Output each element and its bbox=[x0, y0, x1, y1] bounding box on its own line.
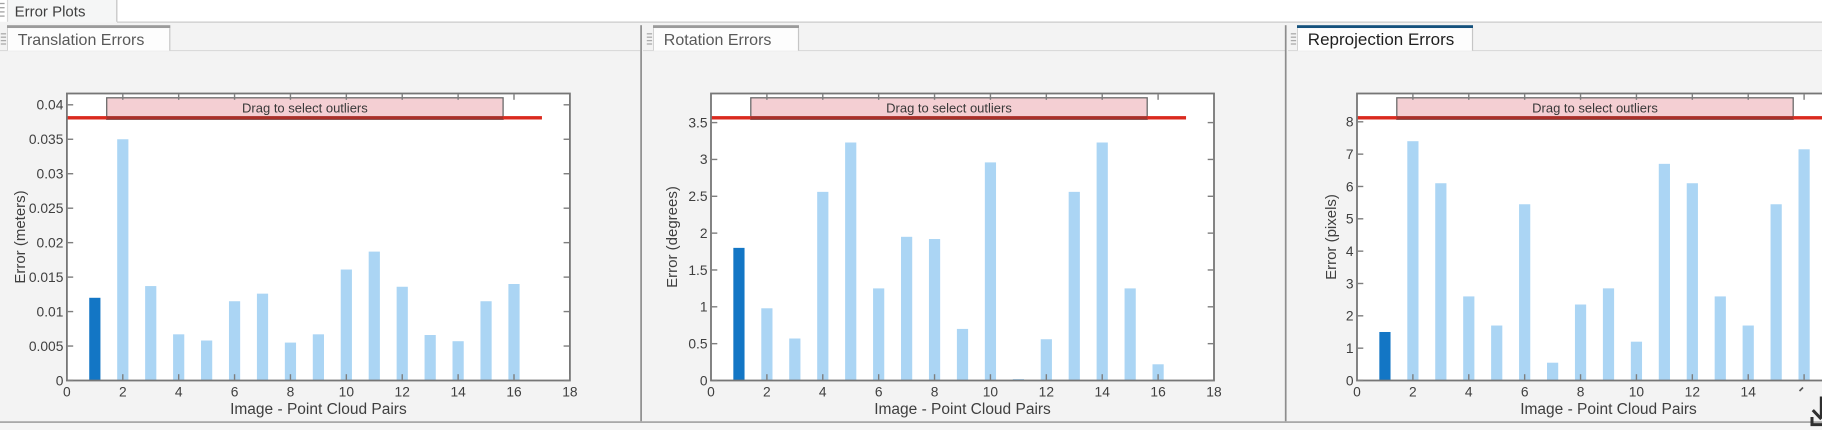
svg-text:0.025: 0.025 bbox=[29, 201, 64, 216]
svg-text:4: 4 bbox=[819, 385, 827, 400]
svg-text:Drag to select outliers: Drag to select outliers bbox=[242, 101, 368, 116]
svg-text:0: 0 bbox=[1353, 385, 1361, 400]
svg-text:12: 12 bbox=[1685, 385, 1700, 400]
svg-text:0.03: 0.03 bbox=[37, 167, 64, 182]
svg-text:Image - Point Cloud Pairs: Image - Point Cloud Pairs bbox=[230, 401, 407, 418]
svg-text:8: 8 bbox=[931, 385, 939, 400]
svg-text:10: 10 bbox=[983, 385, 999, 400]
svg-text:Reprojection Errors: Reprojection Errors bbox=[1308, 30, 1454, 49]
svg-text:0.005: 0.005 bbox=[29, 339, 64, 354]
svg-text:2: 2 bbox=[700, 226, 708, 241]
svg-text:7: 7 bbox=[1346, 147, 1354, 162]
svg-text:3.5: 3.5 bbox=[688, 115, 708, 130]
svg-text:3: 3 bbox=[1346, 276, 1354, 291]
svg-text:0.035: 0.035 bbox=[29, 132, 64, 147]
svg-text:0: 0 bbox=[700, 373, 708, 388]
svg-text:0.5: 0.5 bbox=[688, 336, 708, 351]
svg-text:4: 4 bbox=[175, 385, 183, 400]
svg-text:6: 6 bbox=[231, 385, 239, 400]
svg-text:2.5: 2.5 bbox=[688, 189, 708, 204]
svg-text:10: 10 bbox=[1629, 385, 1645, 400]
svg-text:6: 6 bbox=[875, 385, 883, 400]
svg-text:8: 8 bbox=[1577, 385, 1585, 400]
svg-text:6: 6 bbox=[1521, 385, 1529, 400]
svg-text:2: 2 bbox=[1409, 385, 1417, 400]
svg-text:Drag to select outliers: Drag to select outliers bbox=[886, 101, 1012, 116]
svg-text:10: 10 bbox=[339, 385, 355, 400]
svg-text:2: 2 bbox=[763, 385, 771, 400]
svg-text:Error Plots: Error Plots bbox=[15, 3, 86, 20]
svg-text:Image - Point Cloud Pairs: Image - Point Cloud Pairs bbox=[874, 401, 1051, 418]
svg-text:8: 8 bbox=[287, 385, 295, 400]
svg-text:2: 2 bbox=[119, 385, 127, 400]
svg-text:Rotation Errors: Rotation Errors bbox=[664, 32, 772, 49]
svg-text:0.02: 0.02 bbox=[37, 235, 64, 250]
svg-text:1: 1 bbox=[1346, 341, 1354, 356]
svg-text:16: 16 bbox=[506, 385, 522, 400]
svg-text:12: 12 bbox=[1039, 385, 1054, 400]
svg-text:8: 8 bbox=[1346, 115, 1354, 130]
svg-text:14: 14 bbox=[1095, 385, 1111, 400]
svg-text:1: 1 bbox=[700, 300, 708, 315]
svg-text:0: 0 bbox=[1346, 373, 1354, 388]
svg-text:4: 4 bbox=[1465, 385, 1473, 400]
svg-text:Error (meters): Error (meters) bbox=[12, 190, 29, 283]
svg-text:Error (degrees): Error (degrees) bbox=[664, 186, 681, 288]
svg-text:18: 18 bbox=[562, 385, 578, 400]
svg-text:Image - Point Cloud Pairs: Image - Point Cloud Pairs bbox=[1520, 401, 1697, 418]
svg-text:14: 14 bbox=[1741, 385, 1757, 400]
svg-text:3: 3 bbox=[700, 152, 708, 167]
svg-text:2: 2 bbox=[1346, 309, 1354, 324]
svg-text:12: 12 bbox=[395, 385, 410, 400]
svg-text:16: 16 bbox=[1150, 385, 1166, 400]
svg-text:1.5: 1.5 bbox=[688, 263, 708, 278]
svg-text:0.01: 0.01 bbox=[37, 304, 64, 319]
svg-text:4: 4 bbox=[1346, 244, 1354, 259]
svg-text:0.015: 0.015 bbox=[29, 270, 64, 285]
svg-text:6: 6 bbox=[1346, 179, 1354, 194]
svg-text:Translation Errors: Translation Errors bbox=[18, 32, 145, 49]
svg-text:0: 0 bbox=[63, 385, 71, 400]
svg-text:0: 0 bbox=[707, 385, 715, 400]
svg-text:0: 0 bbox=[56, 373, 64, 388]
svg-text:5: 5 bbox=[1346, 212, 1354, 227]
svg-text:18: 18 bbox=[1206, 385, 1222, 400]
svg-text:Error (pixels): Error (pixels) bbox=[1323, 194, 1340, 280]
svg-text:0.04: 0.04 bbox=[37, 98, 64, 113]
svg-text:Drag to select outliers: Drag to select outliers bbox=[1532, 101, 1658, 116]
svg-text:14: 14 bbox=[450, 385, 466, 400]
